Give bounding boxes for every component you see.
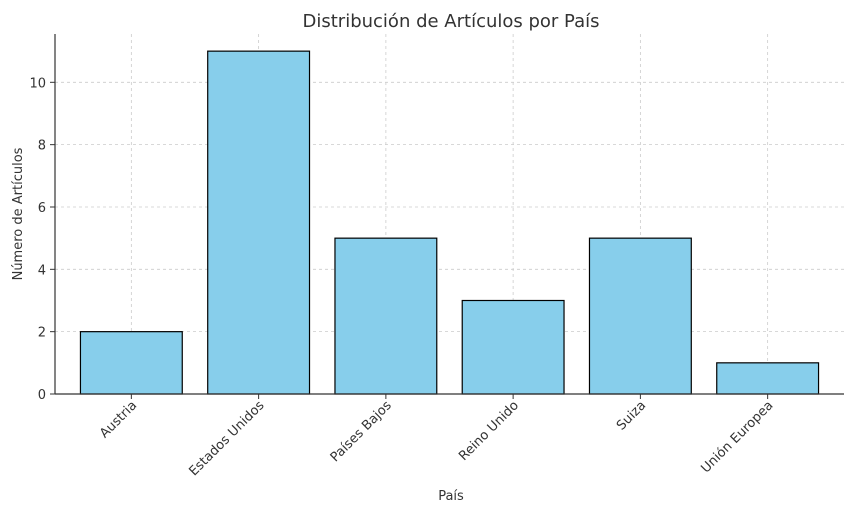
y-axis-ticks: 0 2 4 6 8 10	[29, 76, 55, 403]
bar-unión-europea	[716, 362, 820, 395]
axes	[54, 34, 844, 395]
x-tick-label: Austria	[97, 398, 140, 441]
x-axis-ticks: Austria Estados Unidos Países Bajos Reino U…	[97, 394, 776, 479]
x-tick-label: Suiza	[614, 398, 649, 433]
y-tick-label: 4	[38, 263, 46, 278]
bar-estados-unidos	[207, 50, 311, 395]
chart-title: Distribución de Artículos por País	[303, 11, 600, 32]
y-tick-label: 2	[38, 326, 46, 341]
bar-suiza	[588, 237, 692, 395]
x-axis-label: País	[438, 489, 464, 504]
y-tick-label: 10	[29, 76, 46, 91]
x-tick-label: Estados Unidos	[186, 398, 267, 479]
bar-austria	[79, 331, 183, 395]
bar-reino-unido	[461, 299, 565, 395]
bars	[79, 50, 820, 395]
y-tick-label: 8	[38, 139, 46, 154]
bar-países-bajos	[334, 237, 438, 395]
x-tick-label: Países Bajos	[328, 398, 395, 465]
y-tick-label: 0	[38, 388, 46, 403]
x-tick-label: Unión Europea	[698, 398, 776, 476]
y-tick-label: 6	[38, 201, 46, 216]
y-axis-label: Número de Artículos	[11, 147, 26, 280]
x-tick-label: Reino Unido	[456, 398, 522, 464]
